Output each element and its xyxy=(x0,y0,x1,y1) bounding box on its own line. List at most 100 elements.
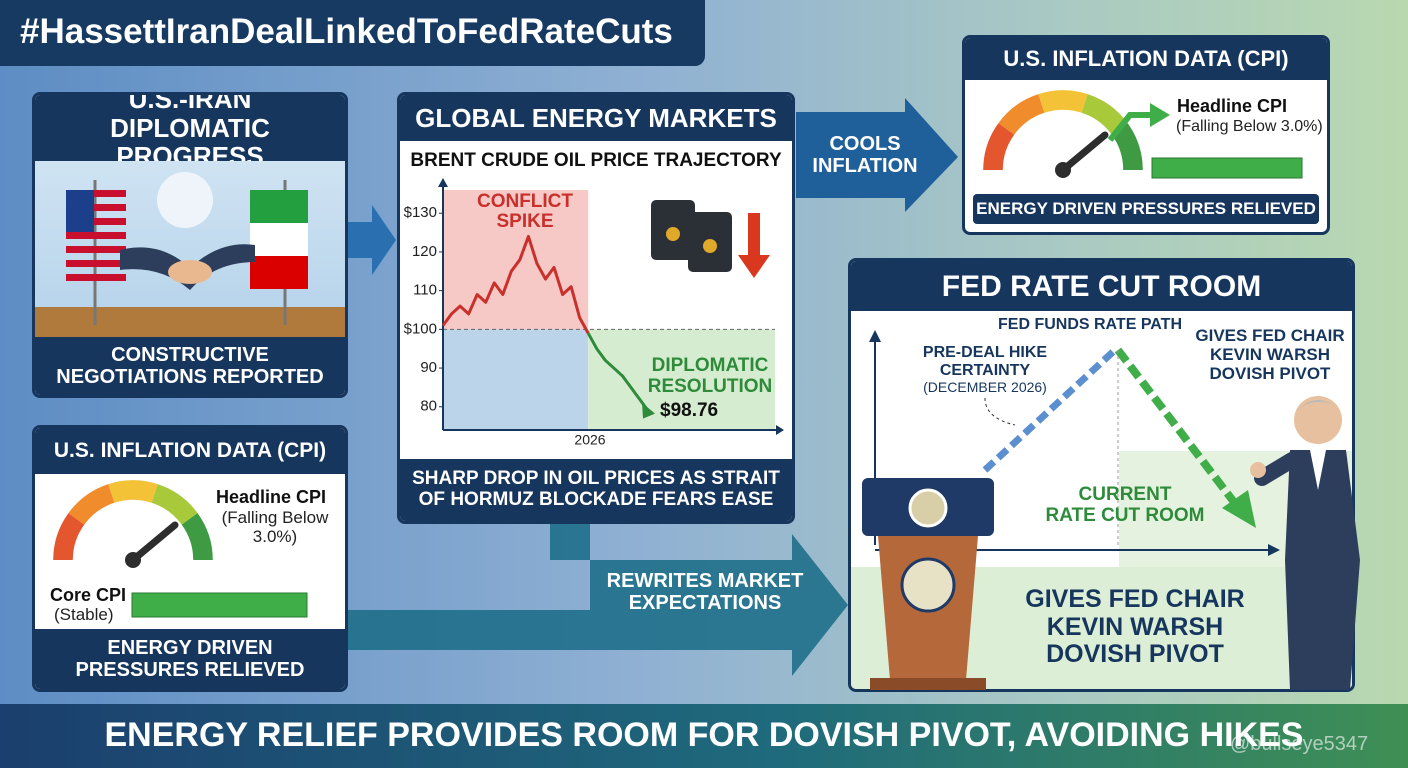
gauge-hub xyxy=(125,552,141,568)
flag-band xyxy=(250,190,308,223)
label-line: (DECEMBER 2026) xyxy=(923,378,1047,395)
cut-path xyxy=(1114,347,1244,513)
flow-arrow xyxy=(348,205,396,275)
core-cpi: Core CPI xyxy=(50,585,127,605)
label-line: EXPECTATIONS xyxy=(628,592,782,615)
down-arrow-head xyxy=(738,255,770,278)
label-line: GIVES FED CHAIR xyxy=(1025,585,1245,613)
gauge-hub xyxy=(1055,162,1071,178)
title-line: DIPLOMATIC PROGRESS xyxy=(110,112,270,172)
resolution-label: RESOLUTION xyxy=(648,376,773,397)
cpi-bar xyxy=(131,592,308,618)
flag-stripe xyxy=(66,274,126,281)
x-axis-head xyxy=(776,425,784,435)
table xyxy=(35,307,345,339)
y-tick-label: 110 xyxy=(413,282,437,299)
price-line-resolution xyxy=(586,332,650,412)
pre-zone xyxy=(443,329,589,430)
gauge-needle xyxy=(129,521,179,564)
title-line: U.S. INFLATION DATA (CPI) xyxy=(53,439,327,463)
chair-note: GIVES FED CHAIR KEVIN WARSH DOVISH PIVOT xyxy=(1185,326,1355,383)
flag-stripe xyxy=(66,246,126,253)
inflation-left-title: U.S. INFLATION DATA (CPI) xyxy=(35,428,345,474)
note-line: 3.0%) xyxy=(252,527,298,547)
spike-label: SPIKE xyxy=(496,211,553,232)
gauge-needle xyxy=(1059,131,1109,174)
inflation-right-panel: U.S. INFLATION DATA (CPI) ENERGY DRIVEN … xyxy=(962,35,1330,235)
y-tick-label: 80 xyxy=(420,398,437,415)
flag-stripe xyxy=(66,260,126,267)
title-line: U.S.-IRAN xyxy=(128,92,252,115)
title-line: U.S. INFLATION DATA (CPI) xyxy=(1003,45,1289,71)
spike-label: CONFLICT xyxy=(477,191,573,212)
label-line: KEVIN WARSH xyxy=(1046,612,1224,641)
callout xyxy=(984,397,1016,426)
gauge-arc xyxy=(983,123,1015,171)
label-line: REWRITES MARKET xyxy=(606,570,804,592)
caption-line: ENERGY DRIVEN PRESSURES RELIEVED xyxy=(976,198,1316,218)
label-line: PRE-DEAL HIKE xyxy=(922,344,1048,361)
cut-head xyxy=(1222,490,1256,528)
resolution-zone xyxy=(588,329,775,430)
y-axis-head xyxy=(438,178,448,187)
end-value-label: $98.76 xyxy=(660,400,718,421)
caption-line: SHARP DROP IN OIL PRICES AS STRAIT xyxy=(412,468,780,490)
diplomacy-title: U.S.-IRAN DIPLOMATIC PROGRESS xyxy=(35,92,345,171)
gauge-arc xyxy=(1038,90,1088,113)
gauge-arc xyxy=(181,513,213,561)
banner-text: ENERGY RELIEF PROVIDES ROOM FOR DOVISH P… xyxy=(104,716,1304,754)
label-line: GIVES FED CHAIR xyxy=(1195,326,1345,345)
price-line-spike xyxy=(441,234,590,334)
label-line: DOVISH PIVOT xyxy=(1046,640,1224,668)
headline-note: (Falling Below 3.0%) xyxy=(210,508,340,546)
banner xyxy=(0,704,1408,768)
spike-zone xyxy=(443,190,589,330)
seal xyxy=(900,557,956,613)
podium-base xyxy=(870,678,986,690)
caption-line: CONSTRUCTIVE xyxy=(111,344,269,366)
gauge-arc xyxy=(68,484,115,525)
inflation-left-panel: U.S. INFLATION DATA (CPI) ENERGY DRIVEN … xyxy=(32,425,348,692)
inflation-right-title: U.S. INFLATION DATA (CPI) xyxy=(965,38,1327,80)
trend-arrow xyxy=(1107,112,1150,142)
pivot-label: GIVES FED CHAIR KEVIN WARSH DOVISH PIVOT xyxy=(1010,585,1260,669)
label-line: COOLS xyxy=(829,133,901,155)
cools-arrow xyxy=(796,98,958,212)
core-note: (Stable) xyxy=(54,605,114,624)
energy-title: GLOBAL ENERGY MARKETS xyxy=(400,95,792,141)
gauge-arc xyxy=(998,94,1045,135)
hashtag: #HassettIranDealLinkedToFedRateCuts xyxy=(20,12,673,51)
gauge-arc xyxy=(1111,123,1143,171)
caption-line: ENERGY DRIVEN xyxy=(107,637,273,659)
headline-note: (Falling Below 3.0%) xyxy=(1176,118,1323,135)
note-line: (Falling Below xyxy=(221,508,329,527)
figure-head xyxy=(1294,396,1342,444)
energy-caption: SHARP DROP IN OIL PRICES AS STRAIT OF HO… xyxy=(400,459,792,521)
cpi-bar xyxy=(1151,157,1303,179)
market-label: REWRITES MARKET EXPECTATIONS xyxy=(590,570,820,615)
fed-title: FED RATE CUT ROOM xyxy=(851,261,1352,311)
caption-line: OF HORMUZ BLOCKADE FEARS EASE xyxy=(418,489,774,510)
label-line: KEVIN WARSH xyxy=(1210,345,1330,365)
energy-panel: GLOBAL ENERGY MARKETS SHARP DROP IN OIL … xyxy=(397,92,795,524)
seal xyxy=(908,488,948,528)
y-tick-label: $130 xyxy=(404,204,437,221)
pre-deal-label: PRE-DEAL HIKE CERTAINTY (DECEMBER 2026) xyxy=(910,344,1060,395)
figure-hair xyxy=(1294,400,1342,414)
fed-y-head xyxy=(869,330,881,342)
cut-room-label: CURRENT RATE CUT ROOM xyxy=(1030,484,1220,527)
y-tick-label: $100 xyxy=(404,320,437,337)
watermark: @bullseye5347 xyxy=(1230,733,1369,755)
headline-cpi: Headline CPI xyxy=(216,487,327,507)
figure-hand xyxy=(1250,462,1266,478)
fed-x-head xyxy=(1268,544,1280,556)
flag-canton xyxy=(66,190,94,232)
label-line: INFLATION xyxy=(812,155,918,178)
y-tick-label: 120 xyxy=(412,243,437,260)
market-arrow xyxy=(348,524,848,676)
label-line: CERTAINTY xyxy=(939,361,1031,379)
caption-line: NEGOTIATIONS REPORTED xyxy=(56,366,324,388)
flag-band xyxy=(250,256,308,289)
